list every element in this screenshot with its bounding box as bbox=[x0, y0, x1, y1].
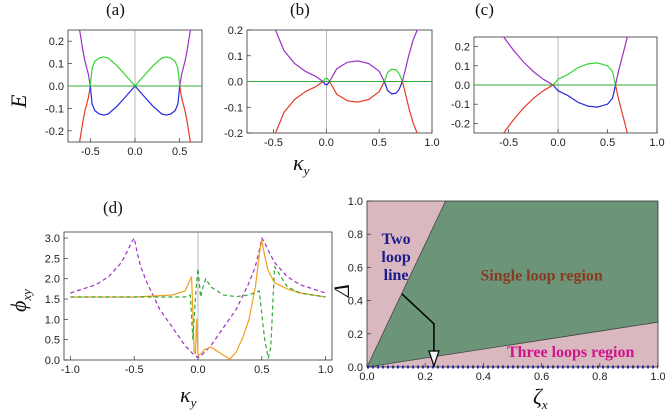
charts-layer: -0.5 0.0 0.5 -0.2 -0.1 0.0 0.1 0.2 -0.5 0.0 0.5 1.0… bbox=[45, 25, 665, 383]
xtick-label-c: 0.0 bbox=[550, 137, 565, 149]
series-b-small-left-green bbox=[322, 77, 330, 82]
series-d-purple-dashed-a bbox=[70, 237, 326, 359]
annotation-arrow-head bbox=[428, 350, 440, 368]
ytick-label-c: 0.0 bbox=[455, 80, 470, 92]
series-b-small-left-blue bbox=[322, 81, 330, 86]
chart-c: -0.5 0.0 0.5 1.0 -0.2 -0.1 0.0 0.1 0.2 bbox=[451, 36, 665, 149]
xtick-label-a: -0.5 bbox=[81, 146, 100, 158]
chart-b: -0.5 0.0 0.5 1.0 -0.2 -0.1 0.0 0.1 0.2 bbox=[224, 25, 440, 149]
xtick-label-a: 0.5 bbox=[172, 146, 187, 158]
xtick-label-e: 0.6 bbox=[534, 371, 549, 383]
ytick-label-e: 0.0 bbox=[348, 362, 363, 374]
ytick-label-d: 1.5 bbox=[45, 294, 60, 306]
ytick-label-a: 0.0 bbox=[49, 81, 64, 93]
xtick-label-c: 0.5 bbox=[600, 137, 615, 149]
series-b-big-loop-upper bbox=[328, 60, 385, 82]
series-b-purple-right bbox=[401, 30, 418, 82]
series-c-red-left bbox=[503, 84, 554, 133]
series-d-orange-solid-b bbox=[70, 239, 326, 360]
xtick-label-d: -0.5 bbox=[125, 364, 144, 376]
series-c-purple-left bbox=[503, 37, 554, 86]
panel-label-a: (a) bbox=[106, 0, 125, 19]
ytick-label-d: 3.0 bbox=[45, 233, 60, 245]
ytick-label-a: -0.1 bbox=[45, 103, 64, 115]
panel-label-c: (c) bbox=[475, 0, 494, 19]
ytick-label-c: -0.2 bbox=[451, 118, 470, 130]
xtick-label-e: 1.0 bbox=[650, 371, 665, 383]
panel-label-d: (d) bbox=[103, 198, 123, 217]
axis-title-d-y: ϕxy bbox=[6, 289, 34, 312]
xtick-label-d: -1.0 bbox=[61, 364, 80, 376]
boundary-upper bbox=[366, 200, 446, 368]
ytick-label-d: 1.0 bbox=[45, 314, 60, 326]
series-a-purple-right bbox=[179, 30, 191, 87]
xtick-label-d: 0.0 bbox=[190, 364, 205, 376]
ytick-label-b: 0.2 bbox=[228, 25, 243, 37]
xtick-label-b: 0.5 bbox=[371, 137, 386, 149]
series-b-right-loop-blue bbox=[383, 81, 403, 95]
region-label-three-loops: Three loops region bbox=[507, 344, 635, 361]
series-c-purple-right bbox=[614, 37, 628, 86]
ytick-label-c: 0.2 bbox=[455, 42, 470, 54]
series-c-blue-lower bbox=[552, 84, 617, 108]
series-a-red-right bbox=[179, 85, 191, 142]
region-label-two-loop-line: Two loop line bbox=[381, 231, 410, 284]
xtick-label-e: 0.4 bbox=[476, 371, 491, 383]
xtick-label-e: 0.2 bbox=[418, 371, 433, 383]
ytick-label-b: -0.2 bbox=[224, 128, 243, 140]
ytick-label-d: 0.5 bbox=[45, 335, 60, 347]
boundary-lower bbox=[366, 321, 659, 368]
series-d-green-dashed-c bbox=[70, 265, 326, 359]
series-b-purple-left bbox=[274, 30, 324, 82]
ytick-label-e: 1.0 bbox=[348, 196, 363, 208]
panel-label-b: (b) bbox=[290, 0, 310, 19]
ytick-label-a: 0.2 bbox=[49, 36, 64, 48]
xtick-label-e: 0.8 bbox=[592, 371, 607, 383]
chart-d: -1.0 -0.5 0.0 0.5 1.0 0.0 0.5 1.0 1.5 2.0 2.5 3.0 bbox=[45, 231, 333, 376]
ytick-label-c: 0.1 bbox=[455, 61, 470, 73]
series-c-green-upper bbox=[552, 62, 617, 86]
xtick-label-b: 0.0 bbox=[319, 137, 334, 149]
xtick-label-c: 1.0 bbox=[649, 137, 664, 149]
ytick-label-a: -0.2 bbox=[45, 126, 64, 138]
ytick-label-e: 0.2 bbox=[348, 329, 363, 341]
chart-a: -0.5 0.0 0.5 -0.2 -0.1 0.0 0.1 0.2 bbox=[45, 29, 203, 158]
axis-title-e-x: ζx bbox=[533, 384, 548, 412]
axis-title-b-x: κy bbox=[293, 150, 310, 178]
ytick-label-d: 2.5 bbox=[45, 253, 60, 265]
xtick-label-b: -0.5 bbox=[264, 137, 283, 149]
series-b-big-loop-lower bbox=[328, 81, 385, 103]
annotation-arrow-line bbox=[401, 293, 435, 353]
ytick-label-d: 2.0 bbox=[45, 274, 60, 286]
xtick-label-a: 0.0 bbox=[127, 146, 142, 158]
series-b-right-loop-green bbox=[383, 68, 403, 82]
ytick-label-b: -0.1 bbox=[224, 102, 243, 114]
ytick-label-a: 0.1 bbox=[49, 59, 64, 71]
ytick-label-e: 0.6 bbox=[348, 262, 363, 274]
xtick-label-c: -0.5 bbox=[499, 137, 518, 149]
ytick-label-b: 0.1 bbox=[228, 51, 243, 63]
xtick-label-b: 1.0 bbox=[424, 137, 439, 149]
ytick-label-b: 0.0 bbox=[228, 77, 243, 89]
region-label-single-loop: Single loop region bbox=[480, 268, 602, 285]
ytick-label-e: 0.8 bbox=[348, 229, 363, 241]
xtick-label-e: 0.0 bbox=[359, 371, 374, 383]
ytick-label-d: 0.0 bbox=[45, 355, 60, 367]
series-a-red-left bbox=[79, 85, 91, 142]
series-c-red-right bbox=[614, 84, 628, 133]
chart-e: 0.0 0.2 0.4 0.6 0.8 1.0 0.0 0.2 0.4 0.6 0.8 1.0 Two l… bbox=[348, 196, 665, 383]
series-b-red-left bbox=[274, 81, 324, 133]
series-a-purple-left bbox=[79, 30, 91, 87]
ytick-label-c: -0.1 bbox=[451, 99, 470, 111]
axis-title-e-y: Δ bbox=[329, 284, 354, 298]
xtick-label-d: 1.0 bbox=[318, 364, 333, 376]
axis-title-d-x: κy bbox=[180, 382, 197, 410]
plot-frame-e bbox=[366, 200, 659, 368]
axis-title-a-y: E bbox=[6, 94, 31, 109]
ytick-label-e: 0.4 bbox=[348, 296, 363, 308]
xtick-label-d: 0.5 bbox=[254, 364, 269, 376]
series-b-red-right bbox=[401, 81, 418, 133]
